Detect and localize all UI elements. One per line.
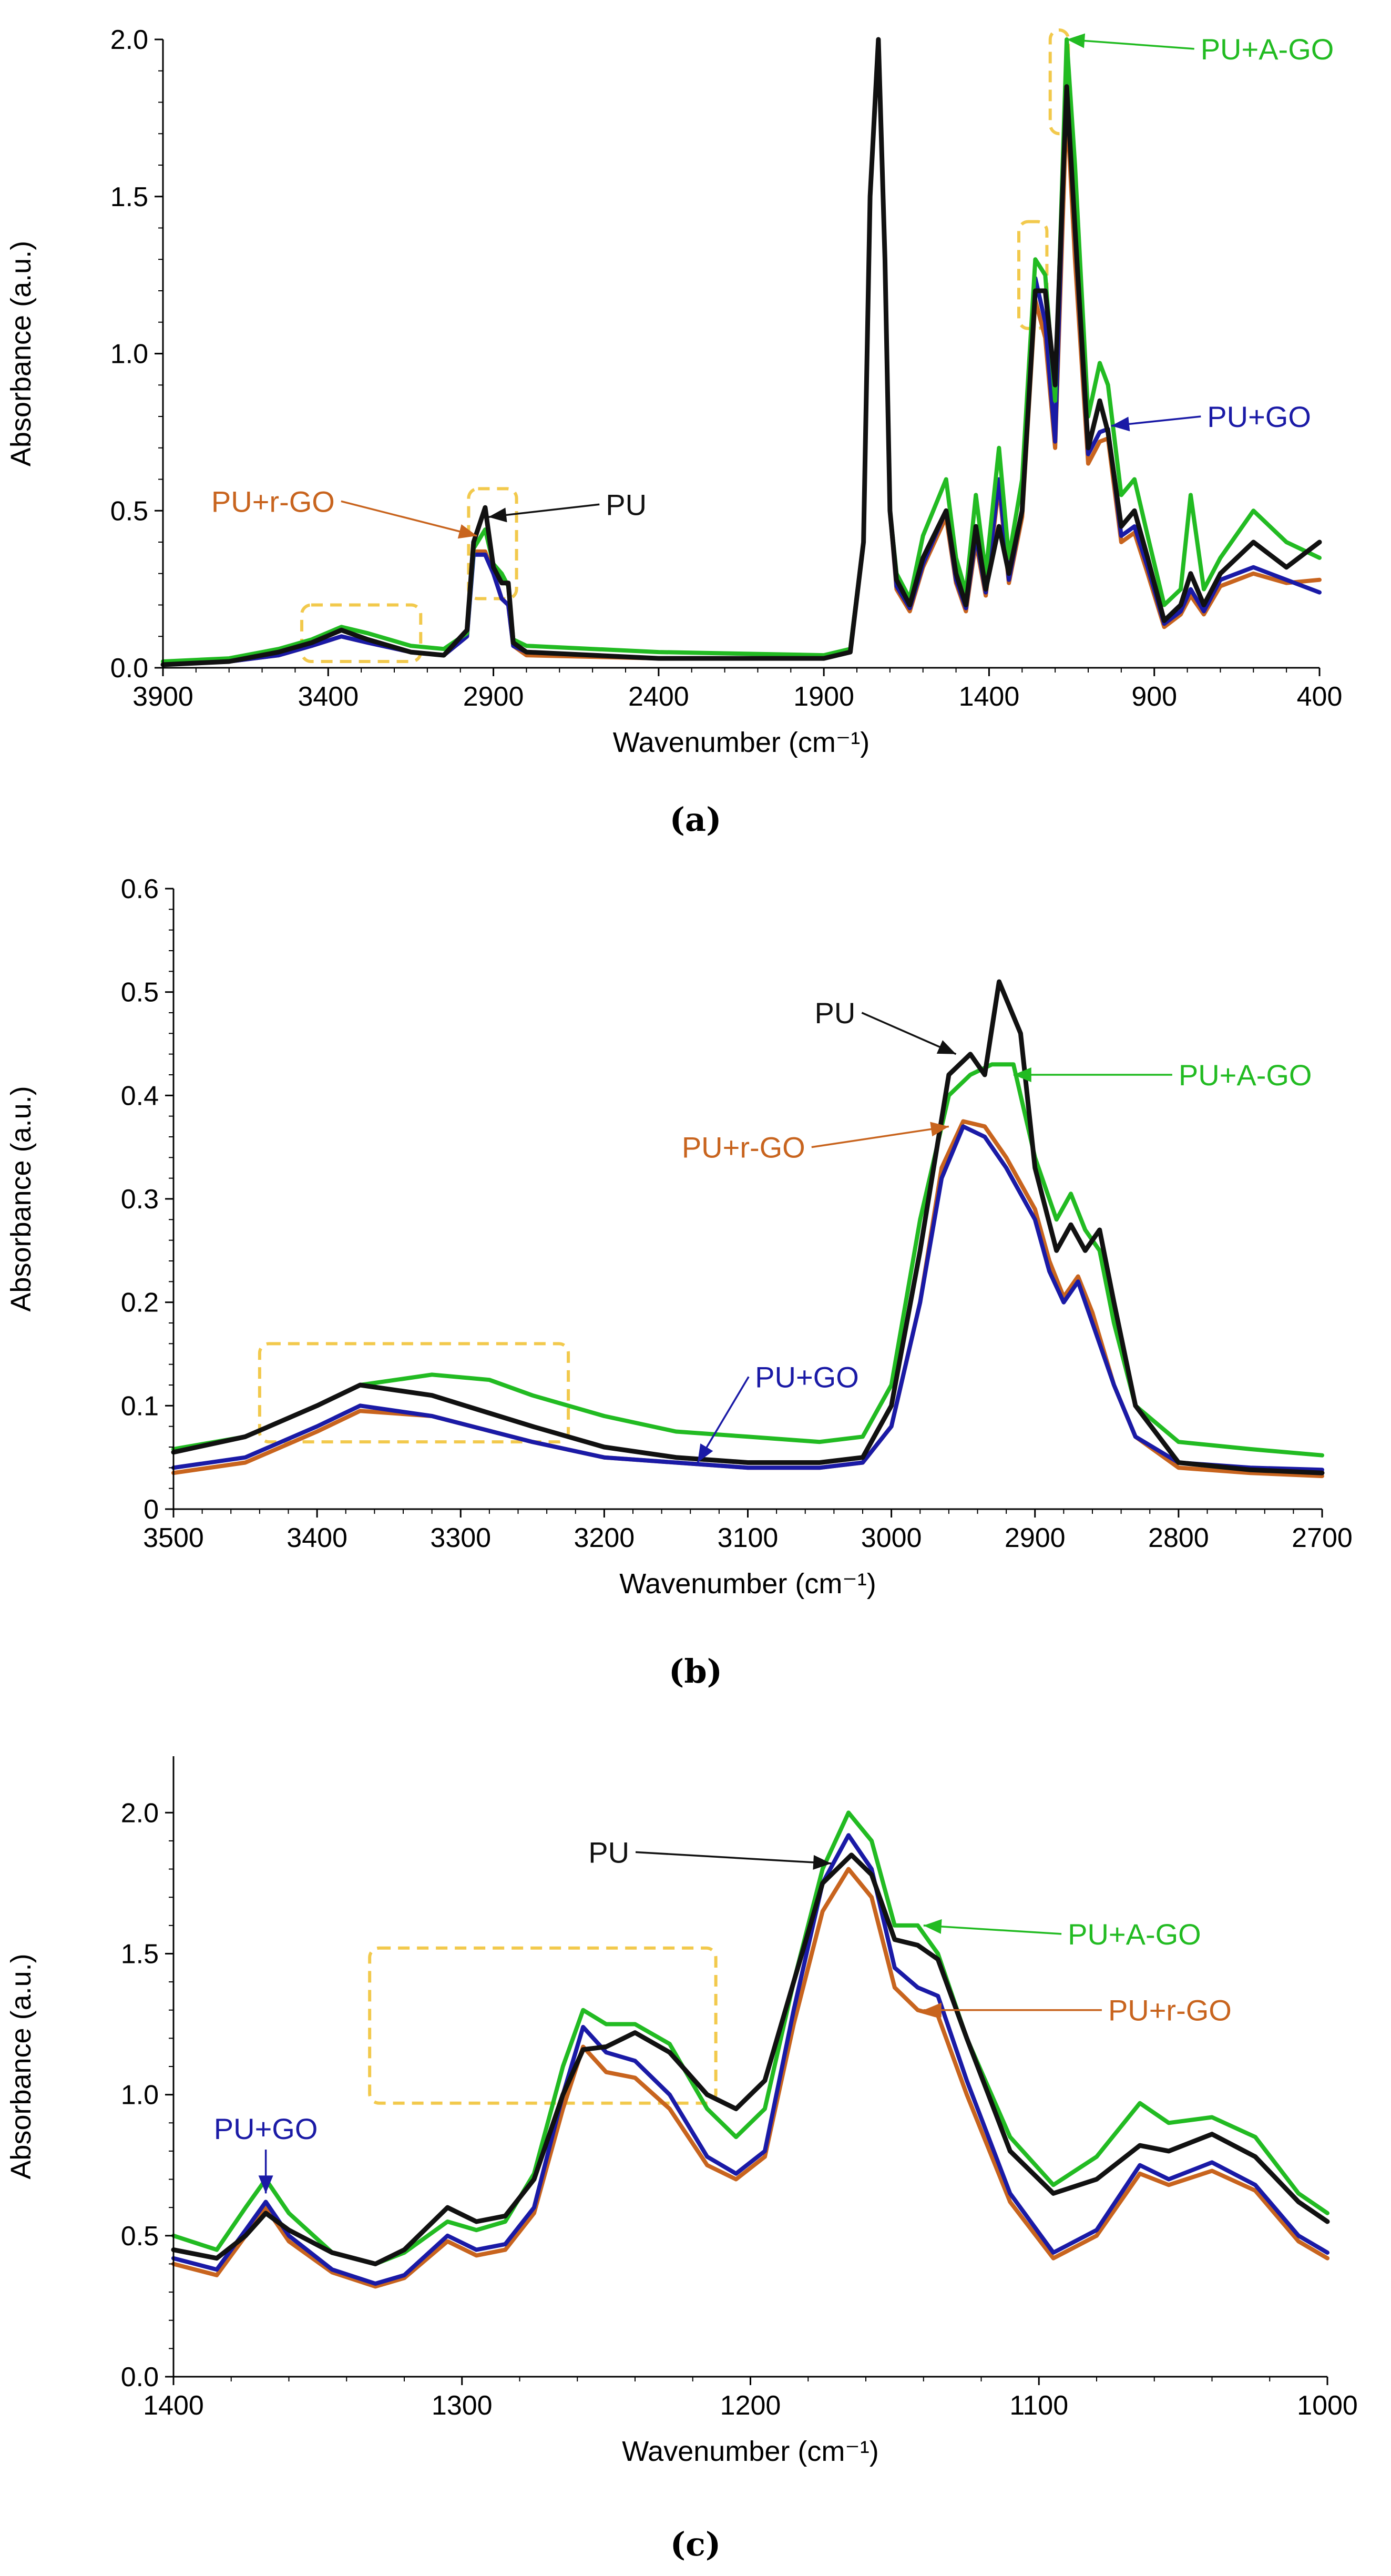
annotation-label: PU+A-GO: [1068, 1918, 1201, 1951]
y-tick-label: 1.5: [110, 182, 148, 212]
panel-a: 3900 3400 2900 2400 1900 1400 900 400 0.0 0.5 1.0 1…: [5, 25, 1342, 839]
highlight-box: [368, 1946, 718, 2105]
y-tick-label: 2.0: [110, 25, 148, 55]
annotation-arrow-head: [258, 2175, 273, 2194]
x-tick-label: 400: [1297, 681, 1343, 712]
x-axis-title: Wavenumber (cm⁻¹): [622, 2436, 879, 2467]
annotation-label: PU: [588, 1836, 629, 1869]
series-line-pu-r-go: [171, 1867, 1329, 2289]
y-tick-label: 0.2: [121, 1288, 159, 1318]
annotation-label: PU: [815, 996, 856, 1030]
annotation-arrow-head: [813, 1855, 832, 1870]
x-tick-label: 1900: [793, 681, 854, 712]
y-axis-title: Absorbance (a.u.): [5, 1953, 37, 2179]
x-tick-label: 1200: [720, 2390, 781, 2421]
annotation-arrow-head: [488, 507, 507, 523]
y-tick-label: 1.5: [121, 1939, 159, 1969]
x-tick-label: 3000: [861, 1523, 922, 1553]
x-tick-label: 1400: [143, 2390, 204, 2421]
series-line-pu-go: [171, 1833, 1329, 2286]
x-tick-label: 1100: [1009, 2390, 1068, 2421]
series-line-pu-go: [171, 1124, 1324, 1472]
y-axis-title: Absorbance (a.u.): [5, 241, 37, 466]
annotation-label: PU: [606, 488, 647, 521]
annotation-arrow-line: [488, 503, 600, 518]
annotation-arrow-line: [1067, 38, 1194, 50]
annotation-arrow-line: [923, 1925, 1062, 1935]
highlight-box: [258, 1342, 570, 1444]
x-tick-label: 3400: [287, 1523, 347, 1553]
annotation-arrow-head: [936, 1040, 956, 1054]
y-tick-label: 1.0: [110, 339, 148, 370]
highlight-box: [300, 603, 423, 664]
annotation-arrow-head: [697, 1443, 713, 1463]
x-tick-label: 2900: [1005, 1523, 1066, 1553]
annotation-arrow-head: [930, 1122, 949, 1137]
annotation-label: PU+A-GO: [1201, 33, 1334, 66]
x-tick-label: 1300: [432, 2390, 493, 2421]
panel-label: (b): [669, 1652, 722, 1691]
panel-label: (c): [670, 2525, 721, 2563]
y-tick-label: 0.0: [121, 2362, 159, 2392]
x-tick-label: 3500: [143, 1523, 204, 1553]
x-tick-label: 2900: [463, 681, 524, 712]
x-tick-label: 1000: [1297, 2390, 1358, 2421]
annotation-label: PU+r-GO: [1108, 1994, 1232, 2027]
series-line-pu: [160, 37, 1322, 667]
x-tick-label: 3900: [132, 681, 193, 712]
y-axis-title: Absorbance (a.u.): [5, 1086, 37, 1311]
y-tick-label: 0.5: [121, 978, 159, 1008]
annotation-label: PU+GO: [214, 2112, 318, 2145]
y-tick-label: 1.0: [121, 2080, 159, 2111]
y-tick-label: 0.0: [110, 653, 148, 684]
x-tick-label: 2400: [628, 681, 689, 712]
x-tick-label: 2800: [1148, 1523, 1209, 1553]
x-tick-label: 900: [1131, 681, 1177, 712]
y-tick-label: 2.0: [121, 1798, 159, 1828]
y-tick-label: 0.5: [110, 496, 148, 526]
annotation-arrow-head: [1067, 33, 1086, 48]
annotation-arrow-head: [457, 524, 477, 539]
y-tick-label: 0.6: [121, 874, 159, 904]
annotation-label: PU+GO: [1207, 400, 1311, 433]
panel-label: (a): [670, 800, 722, 839]
x-tick-label: 3300: [430, 1523, 491, 1553]
annotation-label: PU+r-GO: [682, 1131, 805, 1164]
series-line-pu-a-go: [171, 1062, 1324, 1458]
panel-c: 1400 1300 1200 1100 1000 0.0 0.5 1.0 1.5 2.0 Waven…: [5, 1756, 1358, 2563]
annotation-arrow-line: [341, 500, 477, 537]
annotation-arrow-head: [1013, 1067, 1031, 1082]
y-tick-label: 0.3: [121, 1184, 159, 1215]
series-line-pu: [171, 1852, 1330, 2266]
annotation-arrow-head: [1111, 416, 1130, 432]
annotation-arrow-head: [923, 1919, 942, 1934]
annotation-label: PU+A-GO: [1179, 1058, 1312, 1092]
series-line-pu-r-go: [161, 37, 1322, 667]
annotation-arrow-line: [635, 1851, 832, 1865]
x-tick-label: 3400: [298, 681, 359, 712]
x-tick-label: 2700: [1292, 1523, 1353, 1553]
x-tick-label: 3200: [574, 1523, 635, 1553]
y-tick-label: 0: [144, 1494, 159, 1525]
x-tick-label: 3100: [718, 1523, 779, 1553]
y-tick-label: 0.4: [121, 1081, 159, 1111]
series-line-pu: [171, 979, 1325, 1475]
annotation-arrow-head: [923, 2002, 942, 2018]
annotation-arrow-line: [811, 1125, 949, 1148]
y-tick-label: 0.1: [121, 1391, 159, 1421]
series-line-pu-a-go: [171, 1810, 1329, 2266]
annotation-label: PU+GO: [755, 1360, 859, 1393]
panel-b: 3500 3400 3300 3200 3100 3000 2900 2800 2700 0 0.1…: [5, 874, 1353, 1691]
x-axis-title: Wavenumber (cm⁻¹): [619, 1568, 876, 1600]
x-tick-label: 1400: [959, 681, 1020, 712]
annotation-label: PU+r-GO: [211, 485, 335, 518]
x-axis-title: Wavenumber (cm⁻¹): [613, 727, 870, 758]
y-tick-label: 0.5: [121, 2221, 159, 2252]
